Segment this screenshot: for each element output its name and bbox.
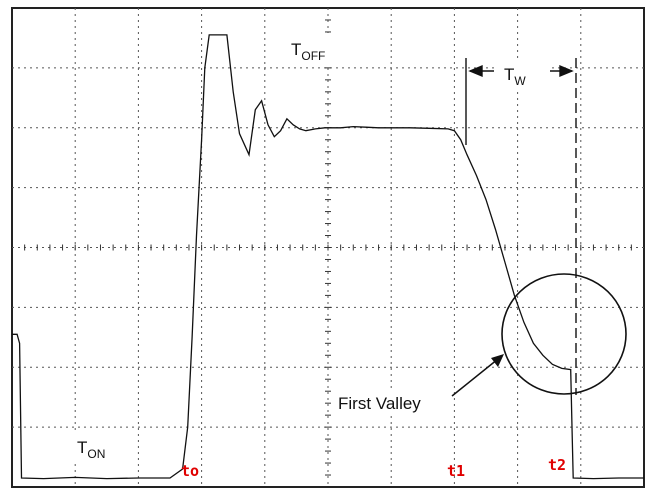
first-valley-arrowhead [491, 354, 504, 367]
time-marker-t1: t1 [447, 462, 465, 480]
ton-label-bg [74, 433, 130, 463]
ton-label: TON [77, 438, 105, 461]
tw-label-bg [494, 58, 550, 88]
time-marker-t2: t2 [548, 456, 566, 474]
toff-label: TOFF [291, 40, 325, 63]
waveform-trace [12, 34, 644, 480]
first-valley-circle [501, 273, 627, 395]
first-valley-label-bg [333, 390, 445, 416]
time-marker-to: to [181, 462, 199, 480]
toff-label-bg [287, 33, 351, 65]
tw-label: TW [504, 65, 526, 88]
first-valley-label: First Valley [338, 394, 421, 413]
tw-arrowhead-left [468, 64, 483, 78]
first-valley-arrow-line [451, 358, 499, 397]
center-axis-ticks [24, 19, 632, 476]
tw-arrowhead-right [559, 64, 574, 78]
